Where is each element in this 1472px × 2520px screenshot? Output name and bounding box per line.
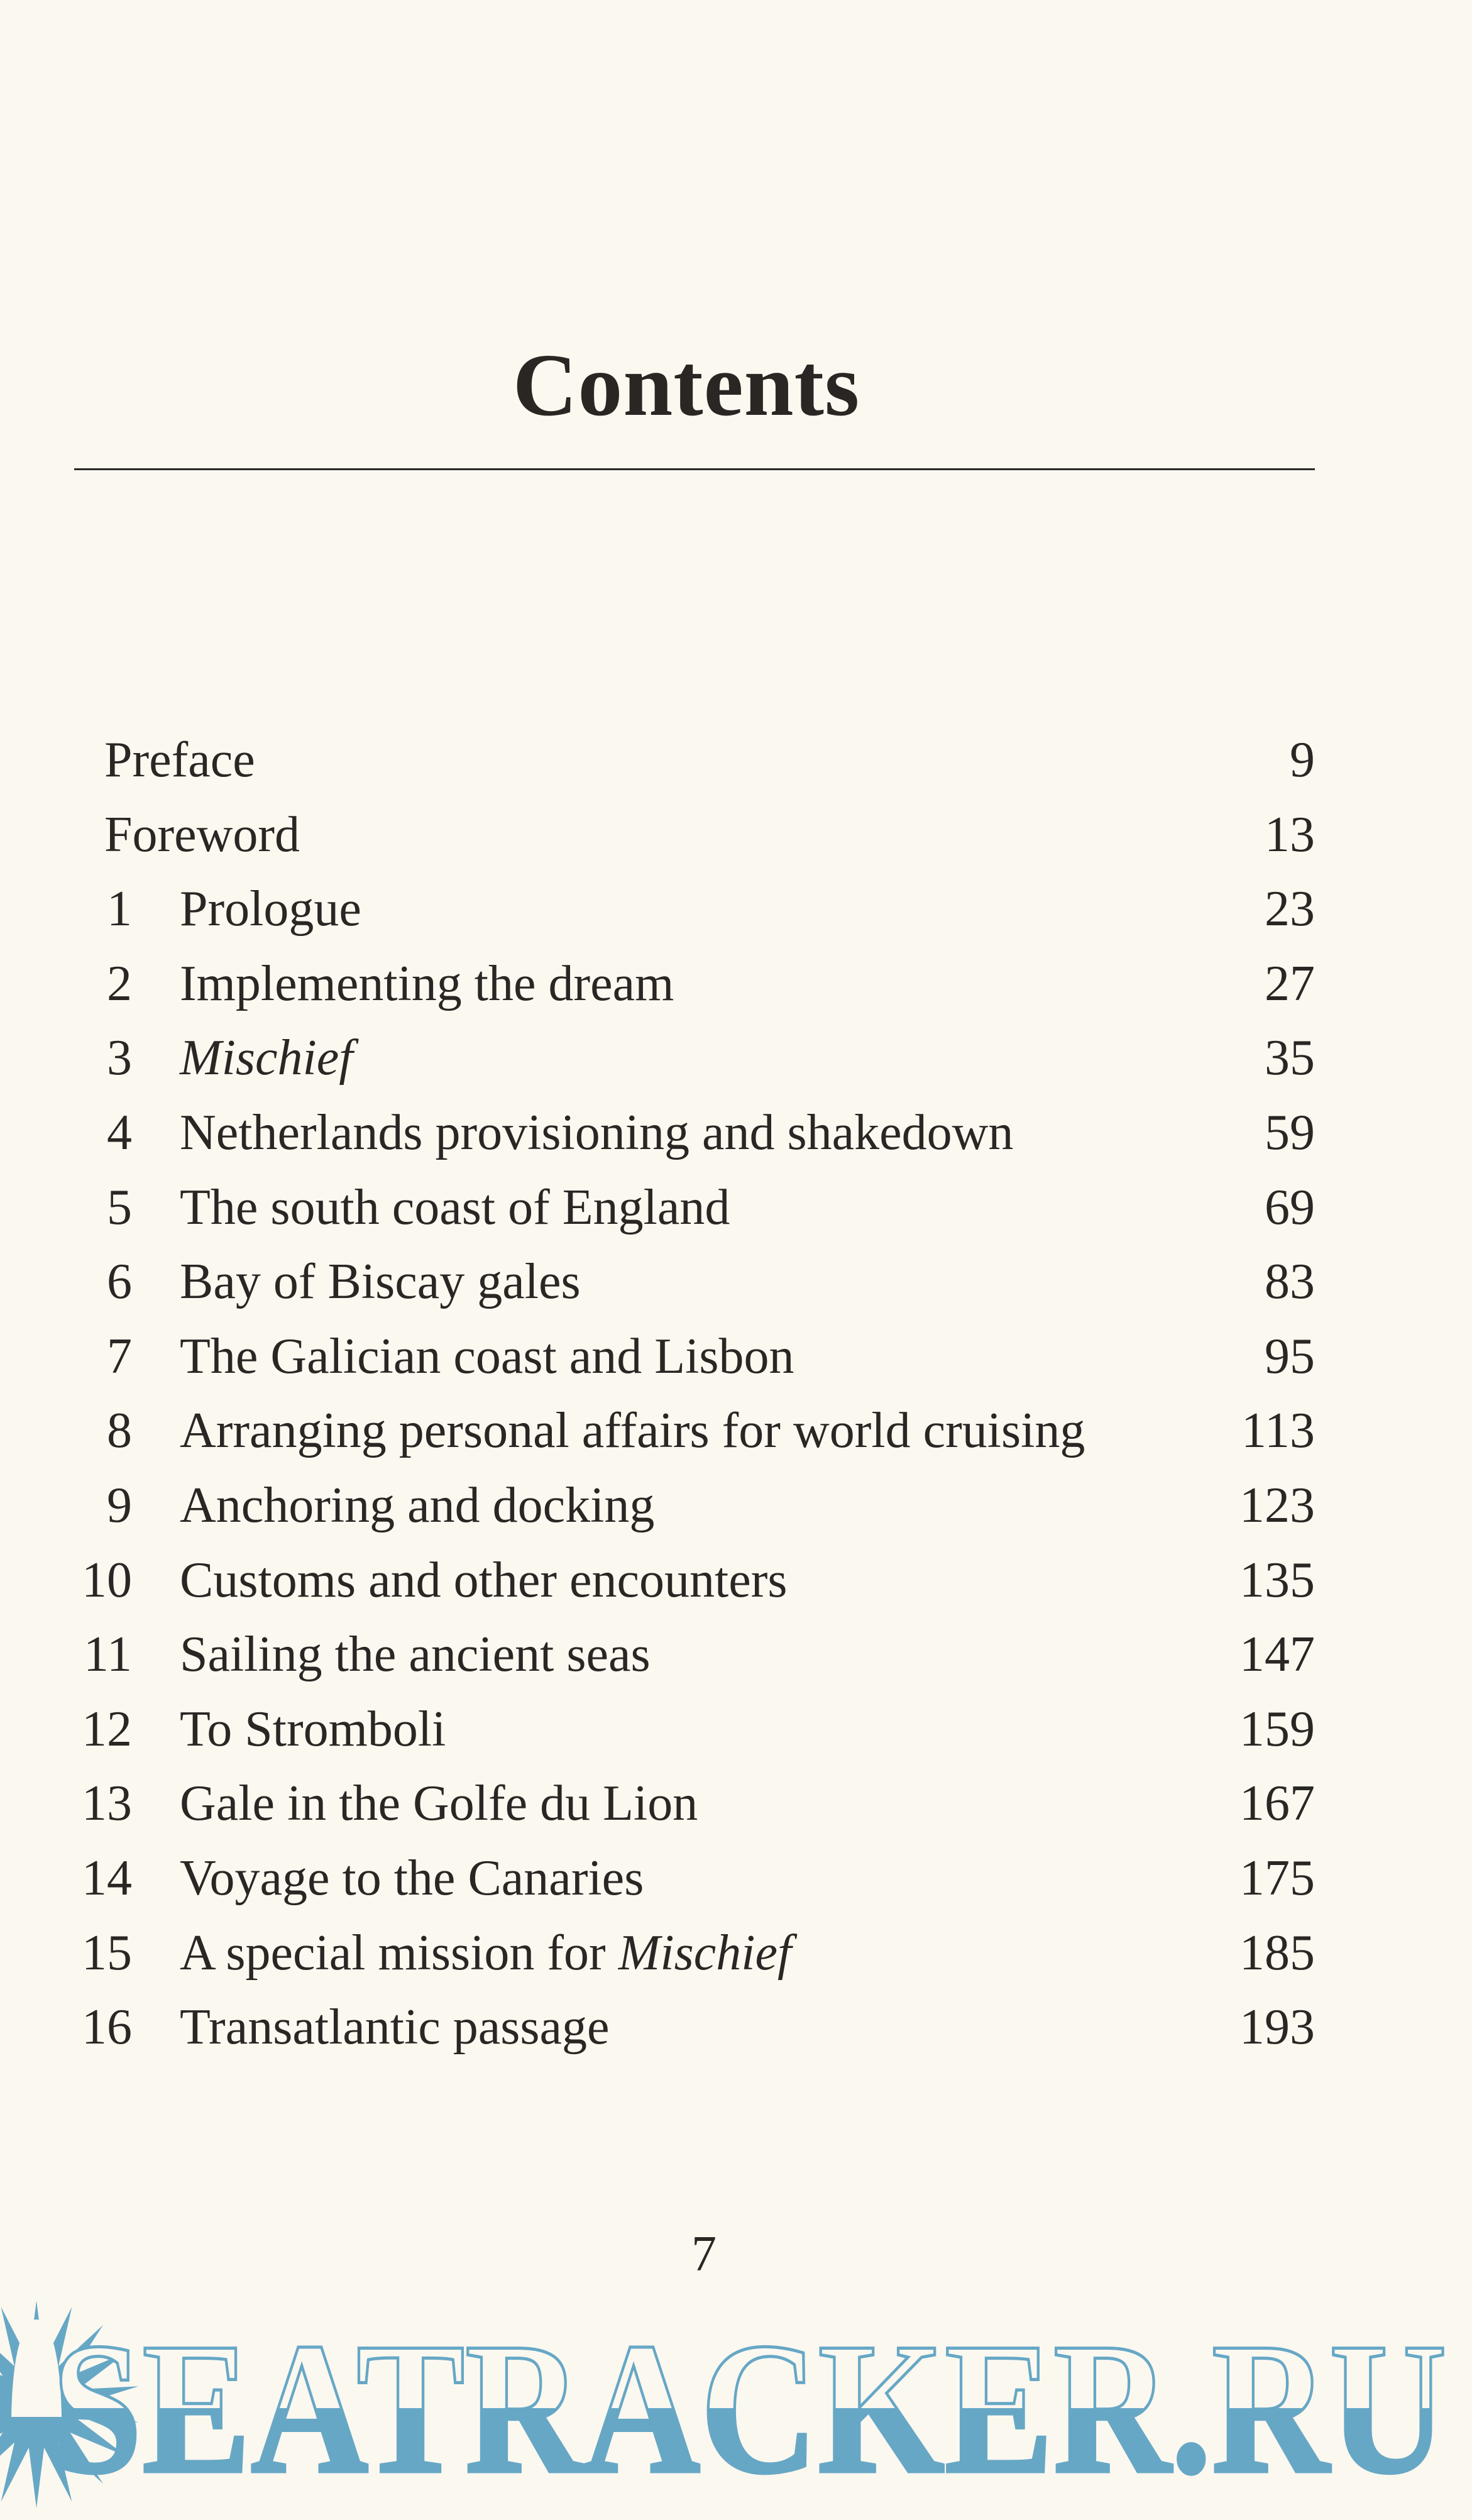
page-ref: 167 (1239, 1776, 1315, 1832)
chapter-number: 1 (107, 881, 132, 937)
toc-entry: 3 Mischief 35 (74, 1021, 1315, 1096)
chapter-title: Preface (104, 723, 255, 798)
page-ref: 193 (1239, 2000, 1315, 2055)
title-rule (74, 468, 1315, 470)
chapter-title: A special mission for Mischief (180, 1916, 791, 1991)
chapter-title: Netherlands provisioning and shakedown (180, 1096, 1013, 1170)
chapter-number: 2 (107, 955, 132, 1011)
chapter-title-italic: Mischief (180, 1030, 353, 1086)
chapter-title: The south coast of England (180, 1170, 730, 1245)
page-ref: 175 (1239, 1850, 1315, 1906)
chapter-number: 12 (82, 1701, 132, 1757)
toc-entry: 13 Gale in the Golfe du Lion 167 (74, 1766, 1315, 1841)
toc-entry: 16 Transatlantic passage 193 (74, 1990, 1315, 2065)
chapter-title: Prologue (180, 872, 361, 947)
table-of-contents: Preface 9 Foreword 13 1 Prologue 23 2 Implementi… (74, 723, 1315, 2065)
chapter-title-text: Foreword (104, 806, 300, 862)
chapter-title-text: Sailing the ancient seas (180, 1627, 651, 1683)
page-ref: 27 (1265, 955, 1315, 1011)
toc-entry: 7 The Galician coast and Lisbon 95 (74, 1319, 1315, 1394)
watermark-logo: SEATRACKER.RU (0, 2301, 1449, 2514)
page-ref: 135 (1239, 1552, 1315, 1608)
chapter-title-text: Arranging personal affairs for world cru… (180, 1403, 1085, 1459)
chapter-title: Implementing the dream (180, 947, 674, 1021)
toc-entry: 5 The south coast of England 69 (74, 1170, 1315, 1245)
page-ref: 35 (1265, 1030, 1315, 1086)
chapter-number: 5 (107, 1179, 132, 1235)
page-ref: 159 (1239, 1701, 1315, 1757)
toc-entry: 14 Voyage to the Canaries 175 (74, 1841, 1315, 1916)
chapter-number: 6 (107, 1254, 132, 1310)
toc-entry: 2 Implementing the dream 27 (74, 947, 1315, 1021)
page-ref: 13 (1265, 806, 1315, 862)
chapter-title-text: Implementing the dream (180, 955, 674, 1011)
chapter-number: 14 (82, 1850, 132, 1906)
page-title: Contents (512, 335, 860, 434)
watermark-text: SEATRACKER.RU (52, 2304, 1447, 2512)
toc-entry: 12 To Stromboli 159 (74, 1692, 1315, 1767)
sun-icon (0, 2301, 139, 2508)
chapter-number: 13 (82, 1776, 132, 1832)
toc-entry: 8 Arranging personal affairs for world cr… (74, 1394, 1315, 1468)
chapter-title-text: Preface (104, 732, 255, 788)
chapter-title: Anchoring and docking (180, 1468, 654, 1543)
chapter-title-text: Prologue (180, 881, 361, 937)
chapter-number: 16 (82, 2000, 132, 2055)
page-ref: 69 (1265, 1179, 1315, 1235)
chapter-title-text: Transatlantic passage (180, 2000, 610, 2055)
chapter-title-text: Gale in the Golfe du Lion (180, 1776, 698, 1832)
chapter-title-text: Netherlands provisioning and shakedown (180, 1104, 1014, 1160)
page-ref: 147 (1239, 1627, 1315, 1683)
chapter-number: 15 (82, 1925, 132, 1981)
page-ref: 185 (1239, 1925, 1315, 1981)
chapter-title: Transatlantic passage (180, 1990, 610, 2065)
page-number: 7 (691, 2226, 717, 2282)
page-ref: 123 (1239, 1477, 1315, 1533)
page-ref: 59 (1265, 1104, 1315, 1160)
toc-entry: Foreword 13 (74, 798, 1315, 872)
chapter-title-text: To Stromboli (180, 1701, 446, 1757)
chapter-title: Arranging personal affairs for world cru… (180, 1394, 1085, 1468)
chapter-number: 10 (82, 1552, 132, 1608)
toc-entry: 9 Anchoring and docking 123 (74, 1468, 1315, 1543)
chapter-title-italic: Mischief (618, 1925, 792, 1981)
toc-entry: 10 Customs and other encounters 135 (74, 1543, 1315, 1618)
toc-entry: Preface 9 (74, 723, 1315, 798)
chapter-title: Gale in the Golfe du Lion (180, 1766, 698, 1841)
page-ref: 83 (1265, 1254, 1315, 1310)
chapter-number: 7 (107, 1328, 132, 1384)
chapter-title-text: Voyage to the Canaries (180, 1850, 644, 1906)
chapter-title-text: The south coast of England (180, 1179, 730, 1235)
page-ref: 9 (1290, 732, 1315, 788)
toc-entry: 1 Prologue 23 (74, 872, 1315, 947)
toc-entry: 11 Sailing the ancient seas 147 (74, 1617, 1315, 1692)
chapter-number: 9 (107, 1477, 132, 1533)
chapter-title-text: Bay of Biscay gales (180, 1254, 581, 1310)
sun-dome (11, 2319, 62, 2417)
chapter-title: Voyage to the Canaries (180, 1841, 644, 1916)
chapter-title-text: Anchoring and docking (180, 1477, 655, 1533)
toc-entry: 15 A special mission for Mischief 185 (74, 1916, 1315, 1991)
chapter-title-text: Customs and other encounters (180, 1552, 788, 1608)
chapter-title-text: The Galician coast and Lisbon (180, 1328, 794, 1384)
chapter-number: 3 (107, 1030, 132, 1086)
chapter-title: Customs and other encounters (180, 1543, 787, 1618)
chapter-title: Bay of Biscay gales (180, 1245, 581, 1319)
chapter-number: 4 (107, 1104, 132, 1160)
chapter-title: The Galician coast and Lisbon (180, 1319, 794, 1394)
chapter-number: 11 (83, 1627, 132, 1683)
page-ref: 113 (1241, 1403, 1315, 1459)
page-ref: 23 (1265, 881, 1315, 937)
chapter-title: To Stromboli (180, 1692, 446, 1767)
chapter-title: Foreword (104, 798, 300, 872)
chapter-number: 8 (107, 1403, 132, 1459)
chapter-title-text: A special mission for (180, 1925, 618, 1981)
page-ref: 95 (1265, 1328, 1315, 1384)
toc-entry: 6 Bay of Biscay gales 83 (74, 1245, 1315, 1319)
chapter-title: Mischief (180, 1021, 353, 1096)
toc-entry: 4 Netherlands provisioning and shakedown 5… (74, 1096, 1315, 1170)
chapter-title: Sailing the ancient seas (180, 1617, 651, 1692)
